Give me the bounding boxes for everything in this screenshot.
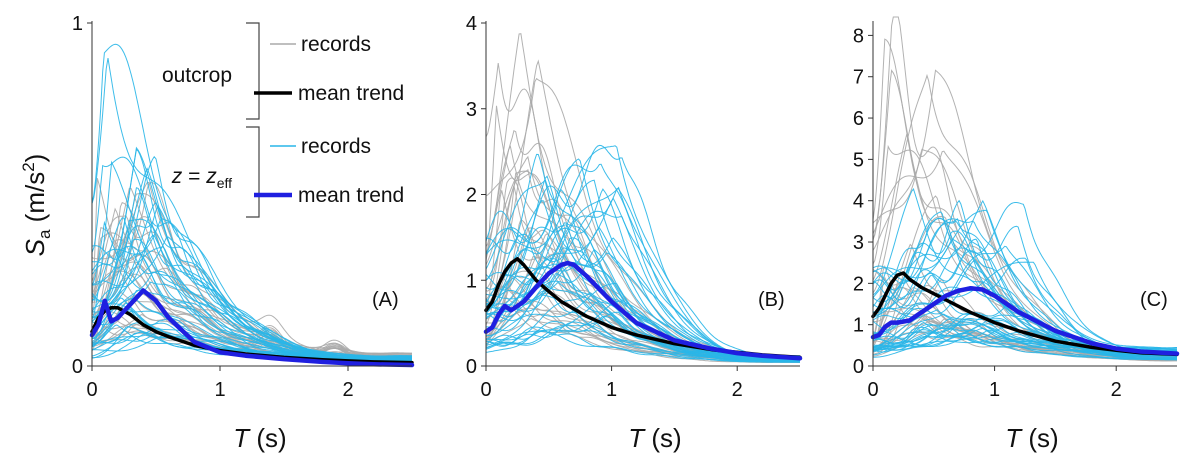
x-tick-label: 1 <box>214 379 225 401</box>
legend-depth-z: z <box>171 165 183 188</box>
legend-depth-label: z = zeff <box>171 165 232 191</box>
panel-c-records <box>872 16 1178 362</box>
panel-a-label: (A) <box>372 289 399 311</box>
record-zeff-11 <box>872 209 1178 349</box>
legend-depth-zeff: z <box>205 165 217 188</box>
y-axis-subscript: a <box>35 229 54 239</box>
panel-b-x-symbol: T <box>628 423 646 453</box>
y-tick-label: 5 <box>853 149 864 171</box>
record-zeff-5 <box>91 205 412 359</box>
y-tick-label: 4 <box>466 13 477 35</box>
zeff-mean-trend-line <box>483 260 803 361</box>
record-zeff-35 <box>91 331 412 357</box>
panel-a-x-unit: (s) <box>249 423 287 453</box>
y-tick-label: 0 <box>466 356 477 378</box>
y-axis-unit-post: ) <box>20 154 50 163</box>
x-tick-label: 2 <box>732 379 743 401</box>
legend-depth-sub: eff <box>217 175 232 191</box>
y-tick-label: 2 <box>853 273 864 295</box>
record-zeff-33 <box>91 297 412 360</box>
record-zeff-36 <box>485 153 800 361</box>
panel-b-records <box>485 33 801 363</box>
record-zeff-29 <box>91 307 412 359</box>
y-tick-label: 4 <box>853 191 864 213</box>
panel-b-label: (B) <box>758 289 785 311</box>
y-axis-unit-sup: 2 <box>19 162 38 171</box>
y-tick-label: 3 <box>853 232 864 254</box>
y-tick-label: 6 <box>853 108 864 130</box>
record-zeff-34 <box>486 292 800 362</box>
panel-a-axes: 0 1 0 1 2 <box>72 13 412 401</box>
x-tick-label: 1 <box>989 379 1000 401</box>
y-tick-label: 7 <box>853 67 864 89</box>
panel-c-x-axis-title: T (s) <box>1005 423 1058 453</box>
x-tick-label: 0 <box>867 379 878 401</box>
y-axis-unit-pre: (m/s <box>20 172 50 230</box>
legend-bracket-outcrop <box>246 22 260 120</box>
y-tick-label: 1 <box>853 315 864 337</box>
outcrop-mean-trend-line <box>871 271 1179 357</box>
panel-a-x-symbol: T <box>233 423 251 453</box>
record-zeff-37 <box>872 319 1177 357</box>
zeff-mean-trend-line <box>870 286 1180 356</box>
record-outcrop-5 <box>485 256 800 357</box>
panel-b: 0 1 2 3 4 0 1 2 (B) T (s) <box>466 13 803 453</box>
panel-c-label: (C) <box>1140 289 1168 311</box>
panel-a: 010 1 2 (A) Sa (m/s2) T (s) outcrop z = ze… <box>19 13 415 453</box>
y-tick-label: 0 <box>853 356 864 378</box>
panel-c-x-symbol: T <box>1005 423 1023 453</box>
x-tick-label: 0 <box>480 379 491 401</box>
record-zeff-14 <box>91 187 412 359</box>
x-tick-label: 0 <box>86 379 97 401</box>
panel-c-mean-trends <box>870 271 1180 357</box>
panel-c: 0 1 2 3 4 5 6 7 8 0 1 2 (C) T (s) <box>853 16 1180 453</box>
legend-outcrop-records-label: records <box>301 33 371 56</box>
legend: outcrop z = zeff records mean trend reco… <box>162 22 404 218</box>
panel-a-x-axis-title: T (s) <box>233 423 286 453</box>
panel-c-x-unit: (s) <box>1021 423 1059 453</box>
x-tick-label: 2 <box>1111 379 1122 401</box>
panel-c-axes: 0 1 2 3 4 5 6 7 8 0 1 2 <box>853 21 1177 401</box>
panel-a-mean-trends <box>89 288 415 368</box>
legend-zeff-mean-label: mean trend <box>298 184 404 207</box>
record-outcrop-19 <box>485 33 801 357</box>
legend-outcrop-label: outcrop <box>162 64 232 87</box>
x-tick-label: 2 <box>342 379 353 401</box>
legend-bracket-zeff <box>246 126 260 218</box>
y-axis-title: Sa (m/s2) <box>19 154 54 257</box>
y-tick-label: 8 <box>853 25 864 47</box>
panel-b-x-unit: (s) <box>644 423 682 453</box>
y-tick-label: 1 <box>72 13 83 35</box>
y-tick-label: 2 <box>466 185 477 207</box>
record-zeff-34 <box>872 238 1177 357</box>
x-tick-label: 1 <box>606 379 617 401</box>
legend-depth-eq: = <box>182 165 206 188</box>
panel-b-x-axis-title: T (s) <box>628 423 681 453</box>
legend-zeff-records-label: records <box>301 135 371 158</box>
panel-b-axes: 0 1 2 3 4 0 1 2 <box>466 13 800 401</box>
record-zeff-37 <box>91 238 413 360</box>
y-tick-label: 0 <box>72 356 83 378</box>
y-axis-symbol: S <box>20 238 50 256</box>
zeff-mean-trend-line <box>89 288 415 368</box>
record-zeff-39 <box>872 211 1178 360</box>
y-tick-label: 3 <box>466 99 477 121</box>
panel-b-mean-trends <box>483 257 803 361</box>
y-tick-label: 1 <box>466 270 477 292</box>
record-zeff-29 <box>872 302 1177 358</box>
legend-outcrop-mean-label: mean trend <box>298 82 404 105</box>
